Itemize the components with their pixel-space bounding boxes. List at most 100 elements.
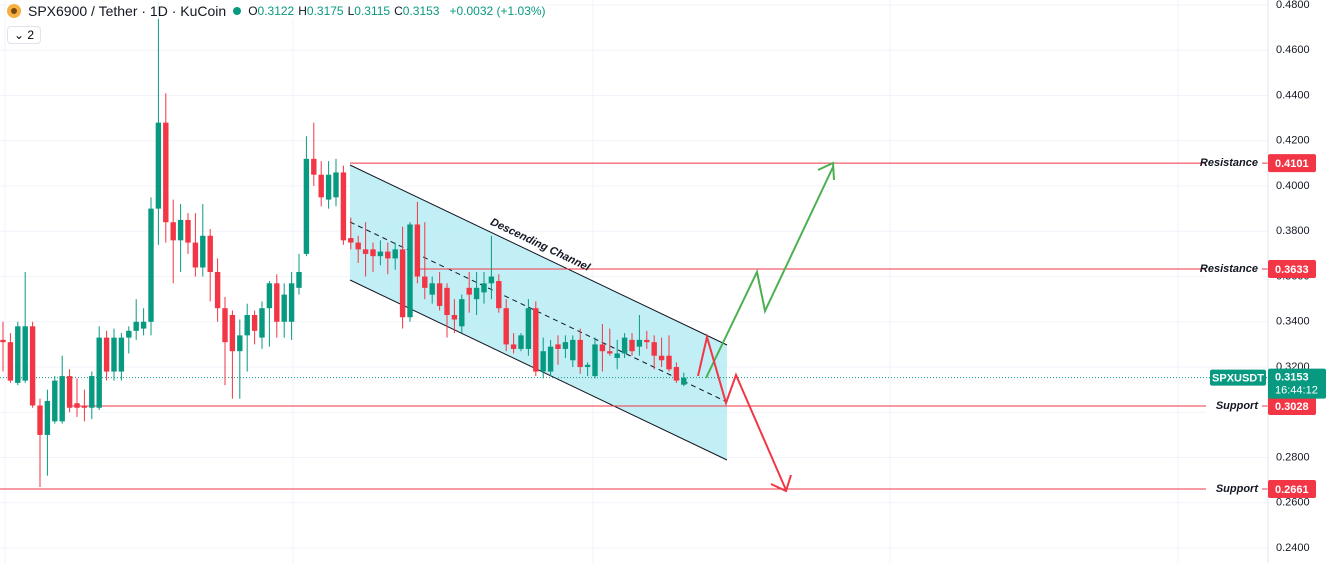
candle-body xyxy=(37,405,43,435)
candle-body xyxy=(414,224,421,277)
price-tags: 0.4101 0.3633 0.3028 0.2661 SPXUSDT 0.315316:… xyxy=(1210,154,1326,499)
candle-body xyxy=(362,249,369,254)
level-label: Resistance xyxy=(1200,157,1258,169)
candle-body xyxy=(192,242,199,268)
candle-body xyxy=(281,294,287,322)
candle-body xyxy=(547,346,554,372)
candle-body xyxy=(540,351,546,372)
ohlc-key: C xyxy=(394,4,403,18)
candle-body xyxy=(673,367,680,381)
candle-body xyxy=(96,337,102,408)
candle-body xyxy=(325,174,332,200)
candle-body xyxy=(274,283,280,322)
candle-body xyxy=(111,337,117,372)
candle-body xyxy=(599,344,606,352)
candle-body xyxy=(133,321,139,331)
grid xyxy=(0,0,1268,563)
ohlc-value: 0.3153 xyxy=(402,4,440,18)
symbol-tag-bg xyxy=(1210,369,1266,386)
symbol-tag: SPXUSDT xyxy=(1212,373,1264,385)
candle-body xyxy=(229,314,236,352)
candle-body xyxy=(473,287,480,300)
candle-body xyxy=(525,308,532,349)
level-tag-label: 0.3028 xyxy=(1275,401,1309,413)
candle-body xyxy=(629,339,635,352)
y-tick-label: 0.4800 xyxy=(1276,0,1310,11)
symbol-icon xyxy=(7,4,21,18)
candle-body xyxy=(52,380,58,422)
candle-body xyxy=(621,337,628,354)
candle-body xyxy=(66,376,73,408)
countdown: 16:44:12 xyxy=(1275,385,1318,397)
ohlc: O0.3122 H0.3175 L0.3115 C0.3153 xyxy=(248,4,443,18)
candle-body xyxy=(340,172,347,241)
candle-body xyxy=(451,314,458,320)
y-tick-label: 0.3400 xyxy=(1276,316,1310,328)
candle-body xyxy=(681,377,687,385)
y-tick-label: 0.3800 xyxy=(1276,225,1310,237)
candle-body xyxy=(555,344,561,349)
candle-body xyxy=(518,335,524,349)
symbol: SPX6900 / Tether · 1D · KuCoin xyxy=(28,3,227,19)
candle-body xyxy=(177,219,184,241)
candle-body xyxy=(7,342,14,381)
candle-body xyxy=(207,235,213,272)
candle-body xyxy=(651,342,657,356)
candle-body xyxy=(140,321,147,329)
candle-body xyxy=(259,308,265,338)
level-tag xyxy=(1268,260,1316,279)
candle-body xyxy=(407,224,413,318)
header: SPX6900 / Tether · 1D · KuCoin O0.3122 H0… xyxy=(6,3,546,19)
level-label: Support xyxy=(1216,400,1259,412)
level-label-bg xyxy=(1206,261,1262,278)
candle-body xyxy=(81,405,88,408)
y-tick-label: 0.2600 xyxy=(1276,497,1310,509)
status-dot xyxy=(233,7,242,15)
channel-upper xyxy=(349,164,728,346)
level-tag-label: 0.4101 xyxy=(1275,158,1309,170)
candle-body xyxy=(148,208,154,322)
candle-body xyxy=(89,376,95,408)
candle-body xyxy=(533,308,539,372)
y-tick-label: 0.4000 xyxy=(1276,180,1310,192)
candle-body xyxy=(644,339,650,343)
level-label: Resistance xyxy=(1200,263,1258,275)
last-price-label: 0.3153 xyxy=(1275,372,1309,384)
candle-body xyxy=(0,339,6,343)
candle-body xyxy=(251,314,258,331)
candle-body xyxy=(126,330,132,338)
candle-body xyxy=(466,287,472,295)
candle-body xyxy=(377,251,384,257)
candle-body xyxy=(481,283,487,293)
y-tick-label: 0.4200 xyxy=(1276,135,1310,147)
ohlc-value: 0.3115 xyxy=(354,4,391,18)
level-label: Support xyxy=(1216,483,1259,495)
price-axis xyxy=(1268,0,1332,563)
candles xyxy=(0,2,687,487)
indicator-toggle[interactable]: ⌄ 2 xyxy=(7,26,42,44)
candle-body xyxy=(348,238,354,243)
candle-body xyxy=(311,158,317,175)
level-tag-label: 0.2661 xyxy=(1275,484,1309,496)
candle-body xyxy=(118,337,125,372)
candle-body xyxy=(658,355,665,361)
candle-body xyxy=(636,339,643,347)
candle-body xyxy=(510,344,517,349)
candle-body xyxy=(333,172,339,198)
candle-body xyxy=(570,339,576,361)
candle-body xyxy=(429,283,435,295)
candle-body xyxy=(59,376,65,422)
levels: Resistance Resistance Support Support xyxy=(0,155,1268,498)
candle-body xyxy=(392,249,398,259)
candle-body xyxy=(163,122,169,223)
y-tick-label: 0.4600 xyxy=(1276,44,1310,56)
ohlc-value: 0.3175 xyxy=(306,4,344,18)
candle-body xyxy=(303,158,310,254)
level-label-bg xyxy=(1206,397,1262,414)
candle-body xyxy=(459,299,465,327)
candle-body xyxy=(488,276,495,284)
candle-body xyxy=(355,242,361,250)
level-tag xyxy=(1268,154,1316,173)
candle-body xyxy=(503,308,509,345)
